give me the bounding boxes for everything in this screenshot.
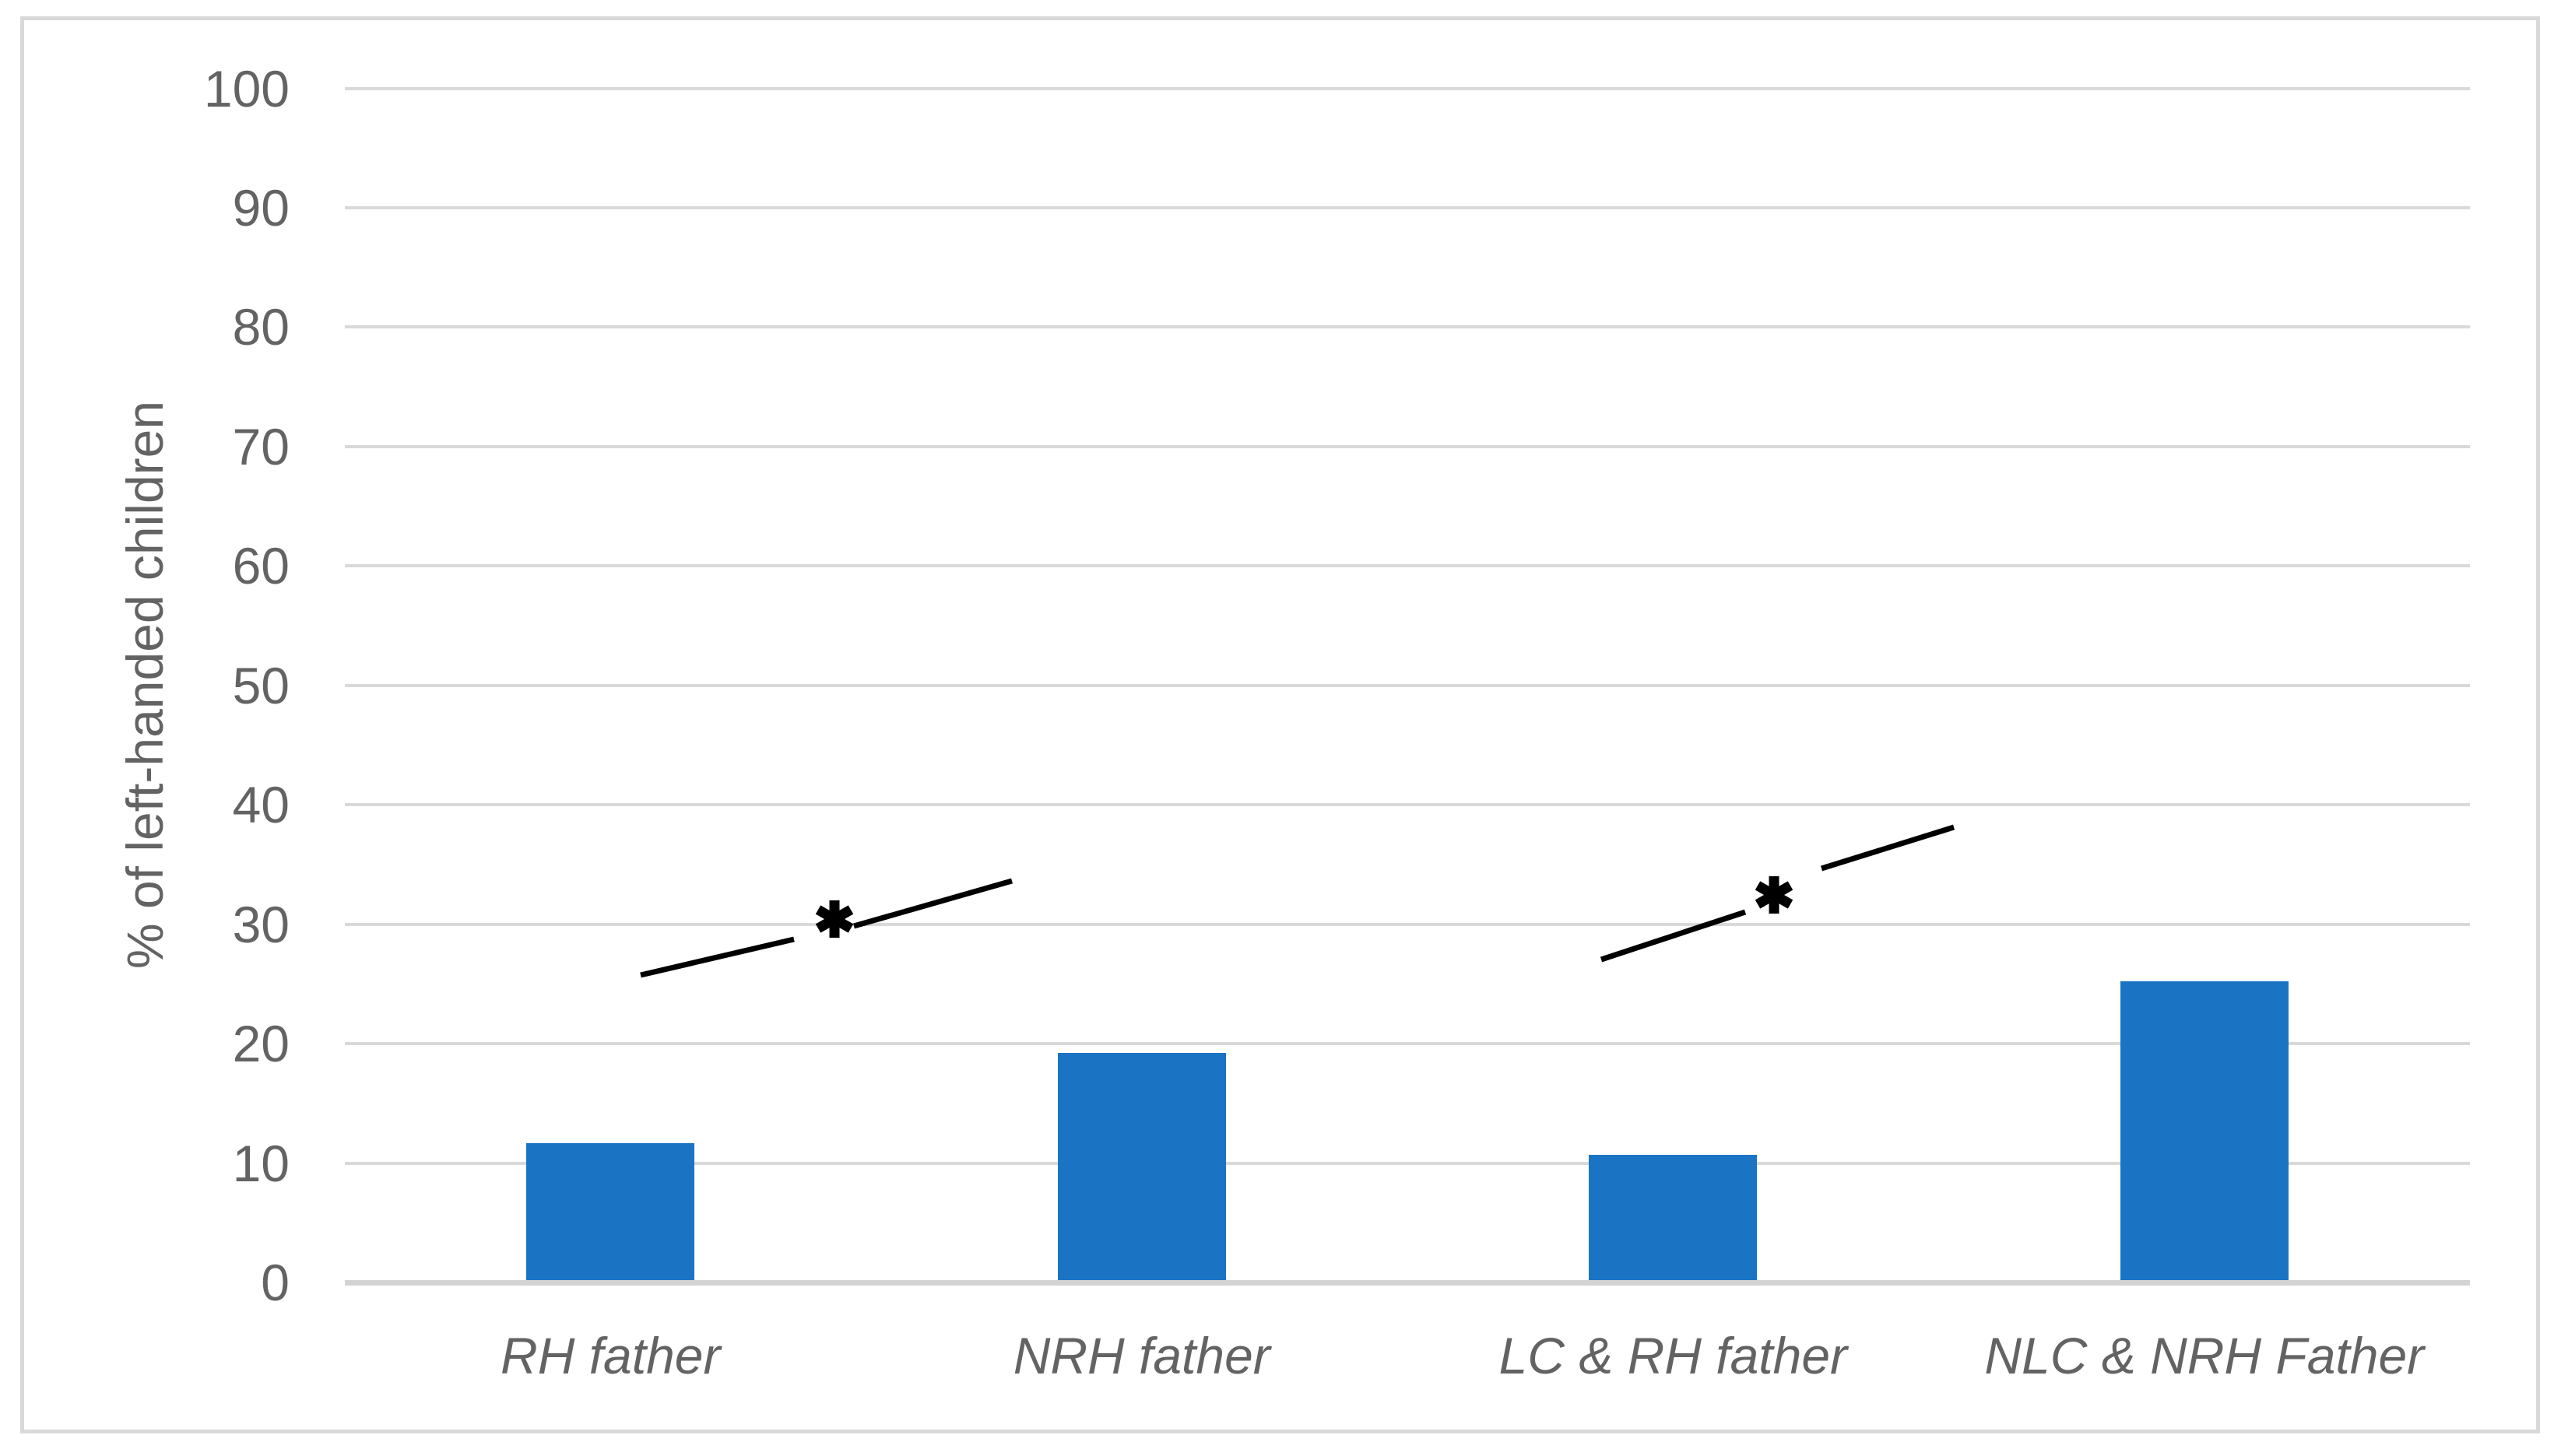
significance-line (640, 936, 795, 978)
y-tick-label-70: 70 (232, 417, 290, 475)
y-tick-label-90: 90 (232, 178, 290, 237)
x-category-label-lc-rh-father: LC & RH father (1498, 1327, 1848, 1384)
y-tick-label-10: 10 (232, 1134, 290, 1192)
bar-lc-rh-father (1589, 1154, 1758, 1280)
x-category-label-nrh-father: NRH father (1013, 1327, 1270, 1384)
y-tick-label-100: 100 (203, 59, 290, 118)
gridline-40 (345, 803, 2470, 807)
significance-marker-1 (640, 878, 1013, 978)
significance-line (1600, 909, 1747, 963)
significance-marker-2 (1600, 824, 1955, 963)
significance-line (853, 878, 1013, 929)
gridline-70 (345, 444, 2470, 448)
x-category-label-nlc-nrh-father: NLC & NRH Father (1984, 1327, 2425, 1384)
y-tick-label-80: 80 (232, 298, 290, 356)
gridline-20 (345, 1042, 2470, 1046)
bar-rh-father (526, 1142, 695, 1280)
significance-line (1820, 824, 1955, 872)
gridline-50 (345, 683, 2470, 687)
x-category-label-rh-father: RH father (501, 1327, 721, 1384)
y-tick-label-20: 20 (232, 1015, 290, 1073)
y-tick-label-0: 0 (261, 1254, 290, 1311)
gridline-10 (345, 1161, 2470, 1165)
gridline-90 (345, 205, 2470, 209)
asterisk-icon (1755, 881, 1793, 909)
gridline-100 (345, 86, 2470, 90)
gridline-60 (345, 564, 2470, 568)
y-tick-label-50: 50 (232, 656, 290, 714)
gridline-30 (345, 922, 2470, 926)
x-axis-line (345, 1279, 2470, 1286)
bar-nlc-nrh-father (2120, 981, 2289, 1280)
gridline-80 (345, 325, 2470, 329)
y-tick-label-30: 30 (232, 895, 290, 953)
asterisk-icon (815, 905, 854, 933)
bar-nrh-father (1057, 1053, 1226, 1280)
y-tick-label-60: 60 (232, 537, 290, 595)
y-tick-label-40: 40 (232, 776, 290, 834)
chart-frame (20, 16, 2540, 1433)
